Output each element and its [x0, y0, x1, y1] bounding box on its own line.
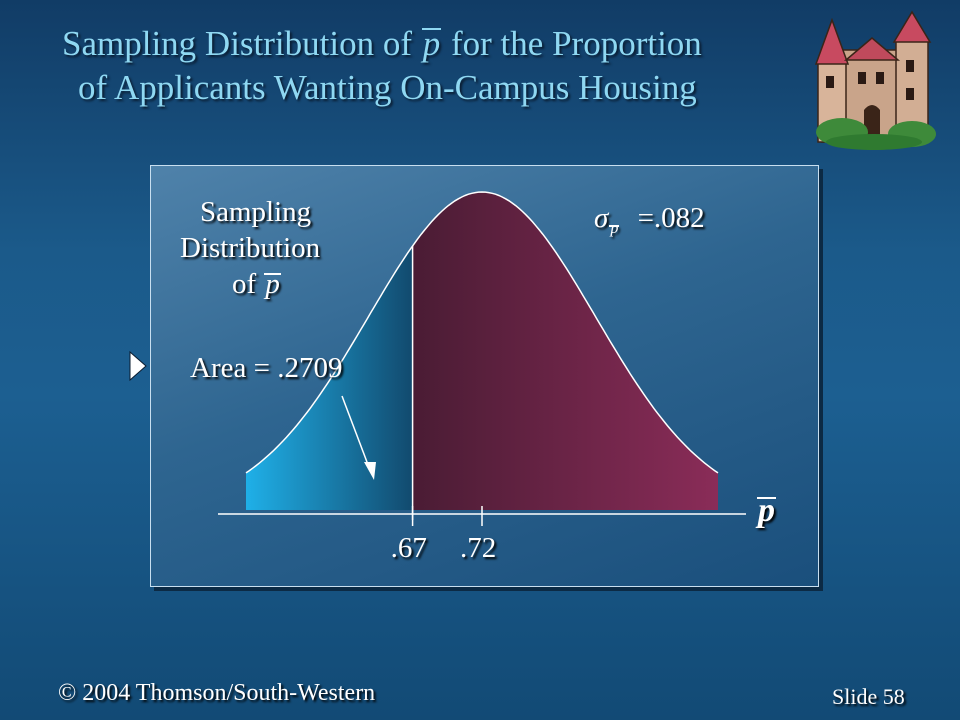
- dist-label-of-text: of: [232, 268, 257, 300]
- dist-label-line2: Distribution: [180, 232, 321, 264]
- tick-label-072: .72: [460, 532, 497, 564]
- title-line2: of Applicants Wanting On-Campus Housing: [78, 68, 697, 107]
- slide-number: 58: [882, 684, 905, 709]
- dist-label-line1: Sampling: [200, 196, 312, 228]
- dist-label-pbar-symbol: p: [264, 268, 281, 300]
- sigma-symbol: σ: [594, 202, 609, 234]
- title-part2: for the Proportion: [451, 24, 702, 63]
- x-axis-pbar-label: p: [756, 492, 777, 530]
- area-pointer-arrow: [341, 395, 371, 471]
- footer-copyright: © 2004 Thomson/South-Western: [58, 680, 376, 706]
- area-label: Area = .2709: [190, 352, 343, 384]
- normal-curve: [245, 191, 719, 474]
- castle-icon: [814, 10, 936, 150]
- title-pbar-symbol: p: [421, 22, 443, 66]
- play-arrow-icon[interactable]: [128, 350, 148, 382]
- slide-label: Slide: [832, 684, 878, 709]
- footer-slide-number: Slide 58: [832, 684, 905, 710]
- axis-pbar-symbol: p: [757, 492, 776, 529]
- sigma-subscript-pbar: p: [609, 220, 620, 237]
- slide-title: Sampling Distribution of p for the Propo…: [62, 22, 822, 110]
- dist-label-of: of p: [232, 268, 282, 301]
- sigma-value: =.082: [637, 202, 705, 234]
- curve-body-area: [412, 192, 718, 510]
- title-part1: Sampling Distribution of: [62, 24, 412, 63]
- tick-label-067: .67: [390, 532, 427, 564]
- left-tail-area: [246, 245, 413, 510]
- area-pointer-head: [364, 462, 376, 480]
